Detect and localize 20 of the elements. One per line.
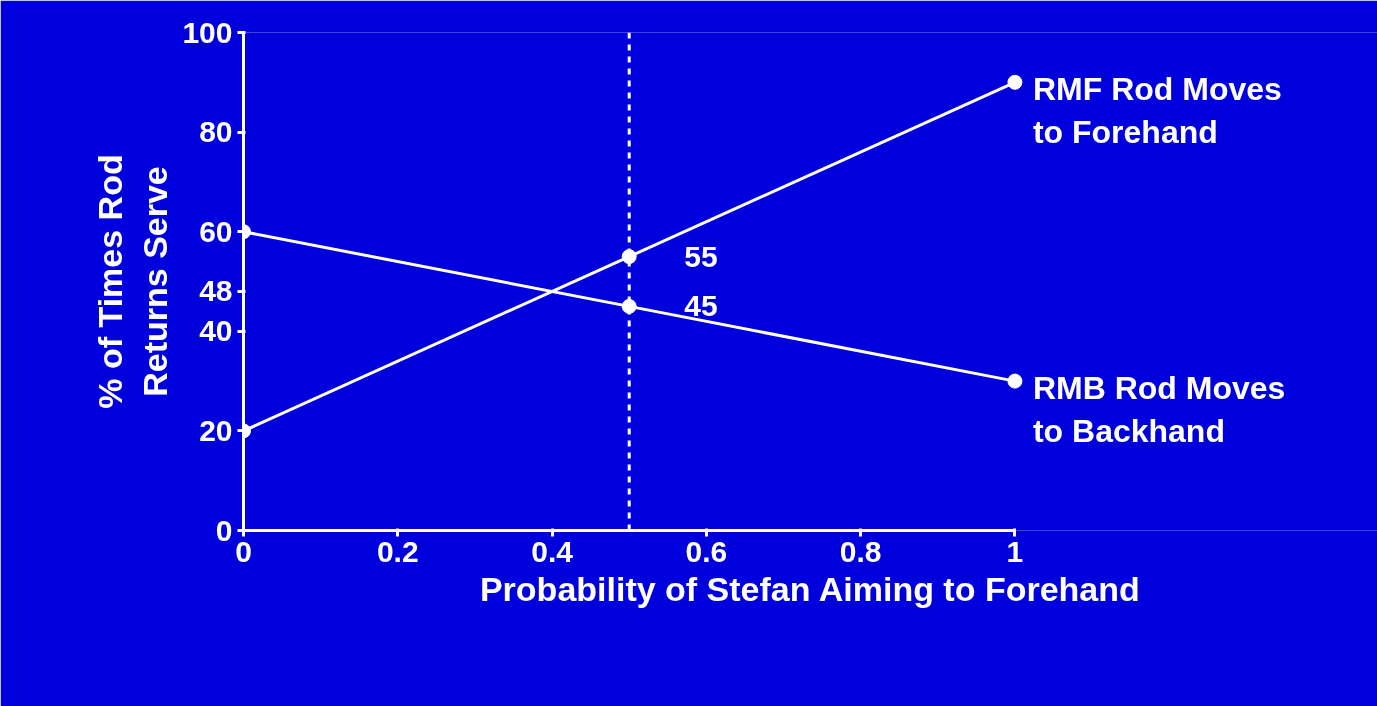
x-tick-label: 0.8 (839, 534, 882, 568)
series-label: RMF Rod Moves to Forehand (1032, 70, 1282, 150)
x-tick-label: 0.2 (376, 534, 419, 568)
point (1007, 373, 1023, 389)
data-label: 55 (684, 239, 718, 273)
x-axis-title: Probability of Stefan Aiming to Forehand (479, 569, 1140, 608)
y-tick-label: 48 (199, 274, 233, 308)
y-tick-label: 0 (215, 513, 233, 547)
y-tick-label: 20 (199, 413, 233, 447)
y-tick-label: 80 (199, 115, 233, 149)
y-tick-label: 40 (199, 314, 233, 348)
data-label: 45 (684, 289, 718, 323)
y-tick-label: 60 (199, 214, 233, 248)
point (1007, 74, 1023, 90)
series-label: RMB Rod Moves to Backhand (1032, 369, 1286, 449)
x-tick-label: 0.6 (685, 534, 728, 568)
y-tick-label: 100 (182, 15, 233, 49)
y-axis-title: % of Times Rod Returns Serve (90, 154, 175, 409)
x-tick-label: 0.4 (531, 534, 574, 568)
x-tick-label: 1 (1006, 534, 1024, 568)
